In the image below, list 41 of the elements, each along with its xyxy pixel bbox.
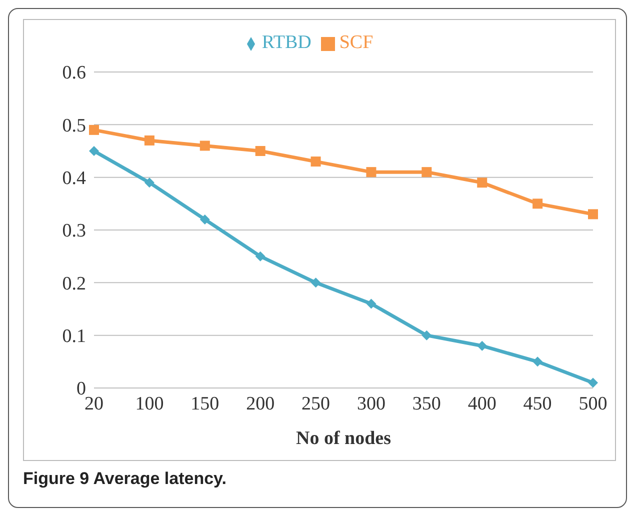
y-tick-label: 0.5 xyxy=(62,115,86,136)
y-tick-label: 0 xyxy=(76,378,86,400)
point xyxy=(89,146,99,156)
x-tick-label: 500 xyxy=(578,393,608,414)
point xyxy=(422,167,432,178)
point xyxy=(89,124,99,135)
legend-label: SCF xyxy=(339,32,374,53)
point xyxy=(255,146,266,156)
point xyxy=(422,330,432,340)
point xyxy=(588,209,598,220)
point xyxy=(255,251,266,262)
point xyxy=(144,135,154,146)
point xyxy=(477,340,488,351)
point xyxy=(477,178,488,188)
y-tick-label: 0.4 xyxy=(62,168,86,190)
x-tick-label: 450 xyxy=(523,393,552,414)
x-tick-label: 200 xyxy=(246,393,275,414)
x-tick-label: 150 xyxy=(190,393,220,414)
point xyxy=(532,356,543,367)
point xyxy=(200,214,210,224)
y-tick-label: 0.2 xyxy=(62,273,86,294)
y-tick-label: 0.6 xyxy=(62,62,86,84)
point xyxy=(366,298,376,309)
x-axis-title: No of nodes xyxy=(296,428,392,449)
legend-label: RTBD xyxy=(262,32,312,53)
x-tick-label: 250 xyxy=(302,393,330,414)
x-tick-label: 20 xyxy=(84,393,104,414)
point xyxy=(144,178,154,188)
x-tick-label: 100 xyxy=(135,393,164,414)
y-tick-label: 0.3 xyxy=(62,220,86,242)
y-tick-label: 0.1 xyxy=(62,326,86,348)
x-tick-label: 400 xyxy=(468,393,496,414)
point xyxy=(200,140,210,151)
point xyxy=(366,167,376,178)
x-tick-label: 350 xyxy=(412,393,441,414)
point xyxy=(310,278,321,288)
point xyxy=(532,198,543,209)
x-tick-label: 300 xyxy=(356,393,386,414)
point xyxy=(310,156,321,167)
point xyxy=(588,378,598,388)
caption: Figure 9 Average latency. xyxy=(23,469,226,489)
